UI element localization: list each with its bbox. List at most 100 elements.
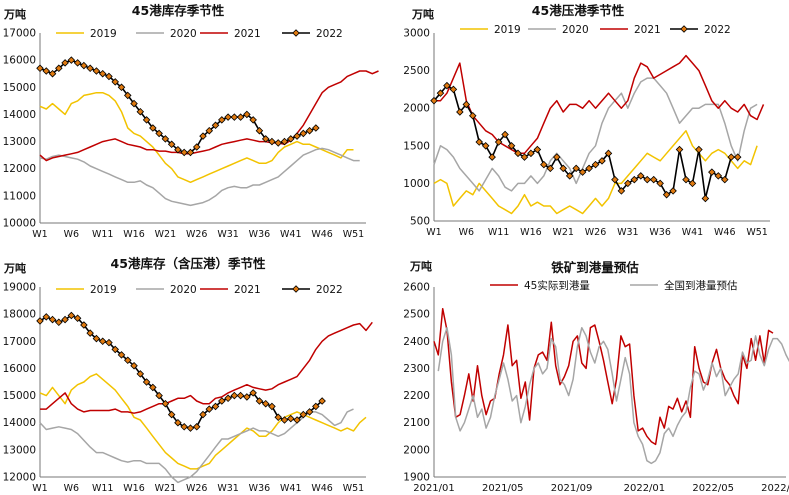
legend-label: 2020	[170, 28, 197, 40]
data-point	[268, 137, 276, 146]
x-tick-label: W46	[311, 483, 332, 494]
x-tick-label: W11	[92, 229, 113, 240]
y-tick-label: 10000	[3, 218, 36, 230]
y-tick-label: 2100	[403, 417, 430, 429]
data-point	[585, 164, 593, 173]
data-point	[312, 124, 320, 132]
y-tick-label: 1900	[403, 472, 430, 484]
x-tick-label: W6	[64, 483, 79, 494]
data-point	[249, 116, 257, 124]
data-point	[662, 190, 671, 199]
x-tick-label: W46	[714, 227, 735, 238]
data-point	[230, 391, 239, 400]
data-point	[494, 138, 503, 146]
data-point	[48, 315, 57, 324]
x-tick-label: W36	[249, 483, 270, 494]
data-point	[701, 194, 710, 203]
data-point	[280, 416, 289, 424]
data-point	[565, 172, 574, 180]
series-line-2021	[40, 321, 373, 414]
data-point	[624, 179, 632, 188]
data-point	[261, 399, 270, 408]
data-point	[105, 72, 113, 81]
data-point	[669, 187, 677, 195]
data-point	[67, 56, 76, 64]
data-point	[174, 145, 182, 154]
y-tick-label: 2300	[403, 363, 430, 375]
data-point	[92, 334, 101, 343]
series-line-2020	[39, 147, 360, 207]
data-point	[255, 126, 264, 135]
data-point	[224, 113, 232, 121]
data-point	[48, 69, 57, 78]
data-point	[501, 130, 509, 139]
chart-panel-3: 45港库存（含压港）季节性 万吨 12000 13000 14000 15000 16000…	[3, 256, 373, 494]
data-point	[80, 321, 88, 329]
data-point	[708, 168, 716, 176]
data-point	[155, 129, 163, 138]
chart-title: 45港压港季节性	[532, 3, 625, 18]
data-point	[98, 337, 107, 346]
data-point	[224, 394, 232, 403]
y-tick-label: 13000	[3, 136, 36, 148]
x-tick-label: W41	[280, 229, 301, 240]
y-tick-label: 2000	[403, 444, 430, 456]
x-tick-label: W21	[155, 229, 176, 240]
data-point	[481, 142, 490, 150]
data-point	[73, 59, 82, 67]
x-tick-label: W51	[746, 227, 767, 238]
legend-marker	[292, 29, 300, 37]
unit-label: 万吨	[409, 259, 432, 273]
data-point	[293, 416, 301, 424]
legend-label: 2021	[234, 284, 261, 296]
x-tick-label: W21	[552, 227, 573, 238]
x-tick-label: W46	[311, 229, 332, 240]
data-point	[124, 356, 132, 365]
data-point	[199, 410, 207, 419]
data-point	[643, 175, 651, 184]
data-point	[682, 175, 690, 184]
y-tick-label: 3000	[403, 28, 430, 40]
y-tick-label: 18000	[3, 309, 36, 321]
data-point	[73, 314, 82, 322]
chart-title: 45港库存（含压港）季节性	[111, 256, 266, 271]
data-point	[527, 149, 535, 158]
x-tick-label: W11	[488, 227, 509, 238]
data-point	[604, 149, 613, 158]
data-point	[456, 108, 464, 116]
legend-label: 2020	[170, 284, 197, 296]
data-point	[111, 78, 119, 86]
data-point	[299, 410, 308, 419]
data-point	[430, 96, 438, 105]
data-point	[280, 137, 289, 146]
data-point	[180, 148, 188, 157]
data-point	[199, 132, 207, 140]
y-tick-label: 17000	[3, 336, 36, 348]
x-tick-label: W51	[343, 229, 364, 240]
x-tick-label: W1	[32, 229, 47, 240]
x-tick-label: W21	[155, 483, 176, 494]
data-point	[80, 61, 88, 70]
data-point	[192, 143, 201, 151]
x-tick-label: 2021/09	[551, 483, 593, 494]
data-point	[180, 423, 188, 431]
data-point	[520, 153, 529, 161]
legend-label: 2020	[562, 24, 589, 36]
data-point	[727, 153, 735, 161]
data-point	[174, 418, 182, 427]
data-point	[218, 116, 226, 124]
chart-panel-2: 45港压港季节性 万吨 500 1000 1500 2000 2500 3000 W1 W6 W11…	[403, 3, 770, 238]
legend-label: 45实际到港量	[524, 279, 590, 292]
x-tick-label: W26	[186, 483, 207, 494]
series-line-2021	[39, 70, 379, 162]
data-point	[656, 179, 664, 188]
data-point	[211, 402, 220, 411]
series-line-2022	[39, 59, 317, 154]
x-tick-label: W6	[459, 227, 474, 238]
data-point	[86, 64, 94, 73]
data-point	[111, 345, 119, 354]
data-point	[142, 378, 151, 386]
data-point	[591, 160, 600, 169]
data-point	[733, 153, 742, 161]
data-point	[611, 175, 619, 184]
